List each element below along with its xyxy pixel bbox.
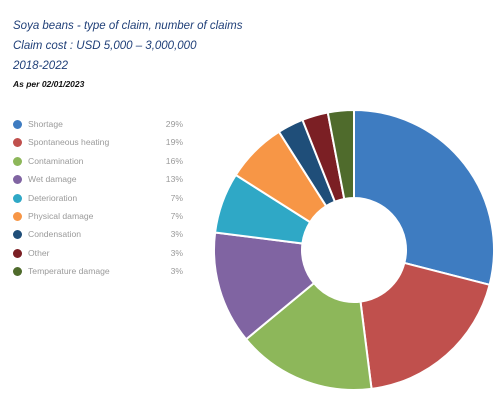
legend-label: Temperature damage: [28, 266, 110, 277]
legend-swatch: [13, 230, 22, 240]
legend-value: 7%: [170, 192, 183, 203]
legend-item: Condensation 3%: [13, 227, 183, 245]
legend-value: 3%: [170, 247, 183, 258]
legend-value: 7%: [170, 210, 183, 221]
donut-slice-temperature-damage: [326, 108, 355, 201]
legend-value: 13%: [165, 174, 183, 185]
chart-subtitle-claim-cost: Claim cost : USD 5,000 – 3,000,000: [13, 40, 197, 52]
legend-label: Physical damage: [28, 210, 94, 221]
chart-titles: Soya beans - type of claim, number of cl…: [13, 16, 242, 89]
legend-label: Other: [28, 247, 50, 258]
legend-item: Contamination 16%: [13, 154, 183, 172]
legend-label: Shortage: [28, 119, 63, 129]
donut-slice-spontaneous-heating: [359, 261, 491, 391]
legend-swatch: [13, 138, 22, 148]
legend-swatch: [13, 211, 22, 221]
legend-value: 16%: [165, 155, 183, 166]
legend-item: Shortage 29%: [13, 117, 183, 135]
chart-subtitle-years: 2018-2022: [13, 60, 68, 72]
legend-value: 19%: [165, 137, 183, 148]
legend-swatch: [13, 120, 22, 129]
chart-title: Soya beans - type of claim, number of cl…: [13, 20, 243, 32]
legend-value: 29%: [165, 119, 183, 129]
as-per-date: As per 02/01/2023: [13, 79, 85, 89]
legend-swatch: [13, 267, 22, 277]
legend-label: Wet damage: [28, 174, 77, 185]
legend-swatch: [13, 156, 22, 166]
legend-swatch: [13, 175, 22, 185]
donut-slice-shortage: [353, 108, 495, 287]
legend-label: Contamination: [28, 155, 84, 166]
legend-item: Other 3%: [13, 246, 183, 264]
legend-value: 3%: [170, 229, 183, 240]
legend-item: Deterioration 7%: [13, 191, 183, 209]
legend-label: Condensation: [28, 229, 82, 240]
legend-label: Spontaneous heating: [28, 137, 110, 148]
legend-item: Wet damage 13%: [13, 172, 183, 190]
legend-item: Physical damage 7%: [13, 209, 183, 227]
chart-legend: Shortage 29% Spontaneous heating 19% Contami…: [13, 117, 183, 283]
legend-label: Deterioration: [28, 192, 78, 203]
legend-value: 3%: [170, 266, 183, 277]
legend-item: Temperature damage 3%: [13, 264, 183, 282]
legend-item: Spontaneous heating 19%: [13, 135, 183, 153]
legend-swatch: [13, 248, 22, 258]
donut-slice-contamination: [244, 281, 373, 391]
legend-swatch: [13, 193, 22, 203]
